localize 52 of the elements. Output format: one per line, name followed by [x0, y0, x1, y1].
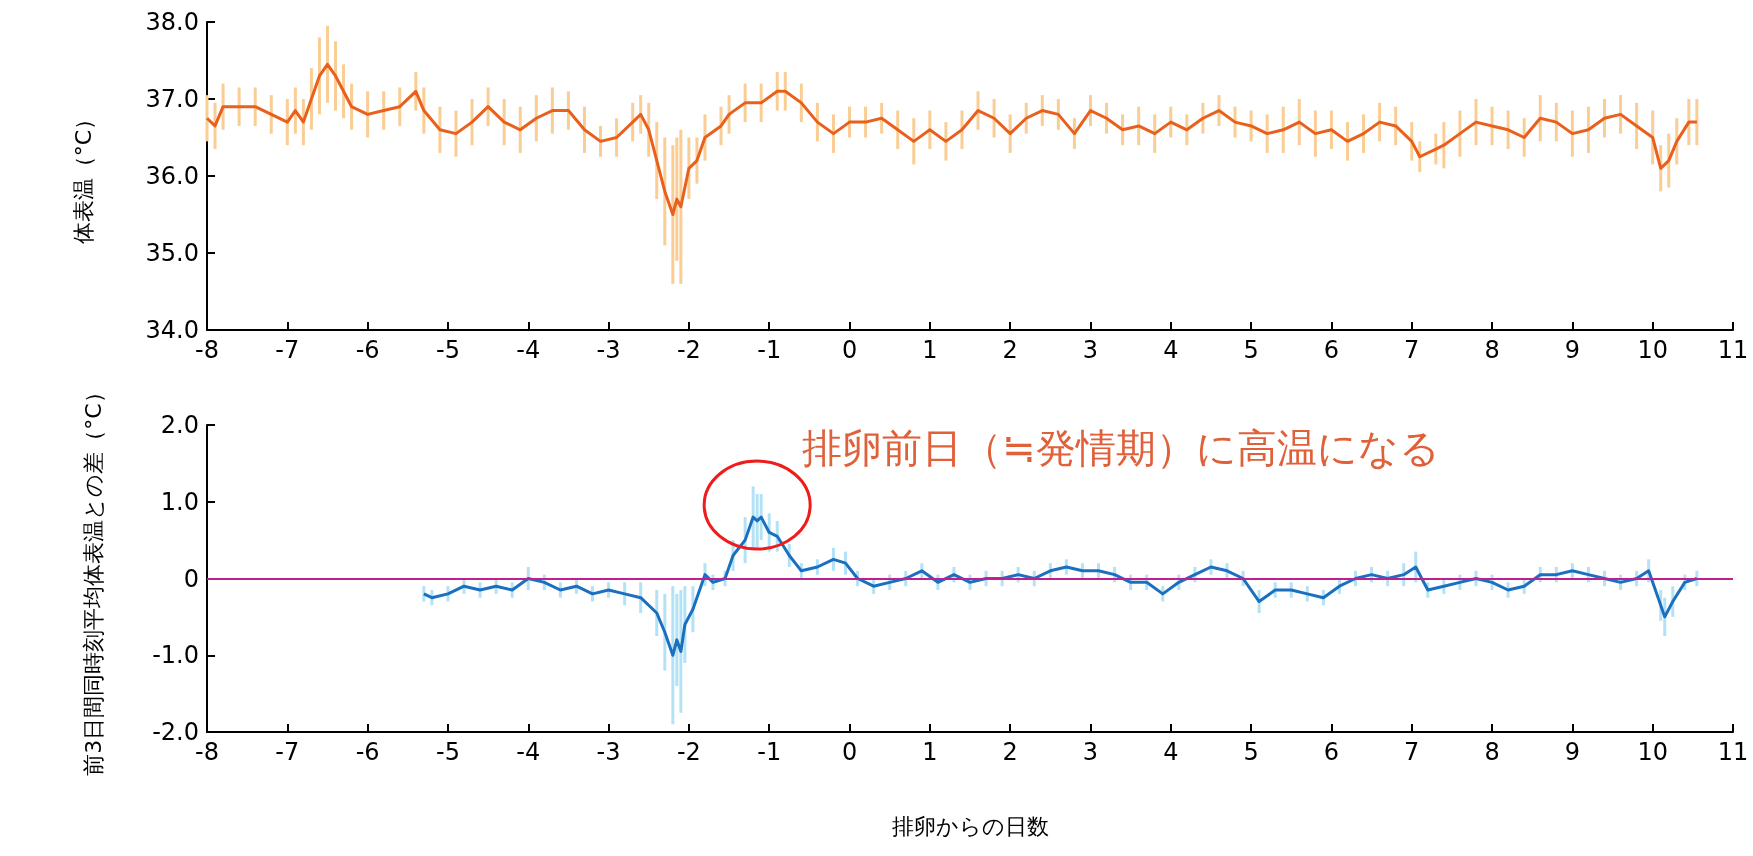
x-tick-label: -1 [757, 738, 782, 766]
x-tick-label: 5 [1243, 738, 1259, 766]
x-tick-label: 2 [1002, 336, 1018, 364]
y-tick-label: 35.0 [145, 239, 199, 267]
x-tick-label: 6 [1323, 738, 1340, 766]
x-tick-label: -1 [757, 336, 782, 364]
x-tick-label: -3 [596, 738, 621, 766]
x-tick-label: 7 [1404, 336, 1420, 364]
x-tick-label: 4 [1163, 738, 1179, 766]
x-tick-label: 7 [1404, 738, 1420, 766]
x-tick-label: -6 [355, 738, 380, 766]
line-series [205, 62, 1699, 216]
x-tick-label: 4 [1163, 336, 1179, 364]
x-tick-label: -4 [516, 336, 541, 364]
x-tick-label: -6 [355, 336, 380, 364]
y-tick-label: 37.0 [145, 85, 199, 113]
x-tick-label: 2 [1002, 738, 1018, 766]
x-tick-label: 6 [1323, 336, 1340, 364]
y-axis-title: 体表温（°C） [70, 107, 96, 245]
x-tick-label: 8 [1484, 336, 1500, 364]
x-tick-label: -3 [596, 336, 621, 364]
x-tick-label: 9 [1564, 336, 1581, 364]
x-tick-label: -5 [435, 738, 460, 766]
y-axis-title: 前3日間同時刻平均体表温との差（°C） [80, 381, 106, 776]
x-tick-label: -7 [275, 738, 300, 766]
y-tick-label: 38.0 [145, 8, 199, 36]
x-tick-label: 9 [1564, 738, 1581, 766]
x-tick-label: -2 [676, 336, 701, 364]
x-tick-label: 1 [922, 738, 938, 766]
y-tick-label: 1.0 [160, 487, 199, 516]
x-axis-title: 排卵からの日数 [891, 813, 1049, 839]
x-tick-label: -5 [435, 336, 460, 364]
y-tick-label: 36.0 [145, 162, 199, 190]
x-tick-label: 11 [1717, 336, 1749, 364]
x-tick-label: 3 [1082, 738, 1099, 766]
x-tick-label: 1 [922, 336, 938, 364]
x-tick-label: -2 [676, 738, 701, 766]
y-tick-label: 0 [183, 564, 199, 593]
x-tick-label: -4 [516, 738, 541, 766]
x-tick-label: 11 [1717, 738, 1749, 766]
x-tick-label: 0 [841, 336, 858, 364]
x-tick-label: 5 [1243, 336, 1259, 364]
annotation: 排卵前日（≒発情期）に高温になる [802, 425, 1440, 472]
x-tick-label: 10 [1637, 336, 1668, 364]
y-tick-label: -1.0 [152, 641, 199, 670]
x-tick-label: 8 [1484, 738, 1500, 766]
x-tick-label: 10 [1637, 738, 1668, 766]
x-tick-label: -7 [275, 336, 300, 364]
x-tick-label: 3 [1082, 336, 1099, 364]
line-series [422, 515, 1699, 657]
x-tick-label: 0 [841, 738, 858, 766]
y-tick-label: 2.0 [160, 411, 199, 439]
